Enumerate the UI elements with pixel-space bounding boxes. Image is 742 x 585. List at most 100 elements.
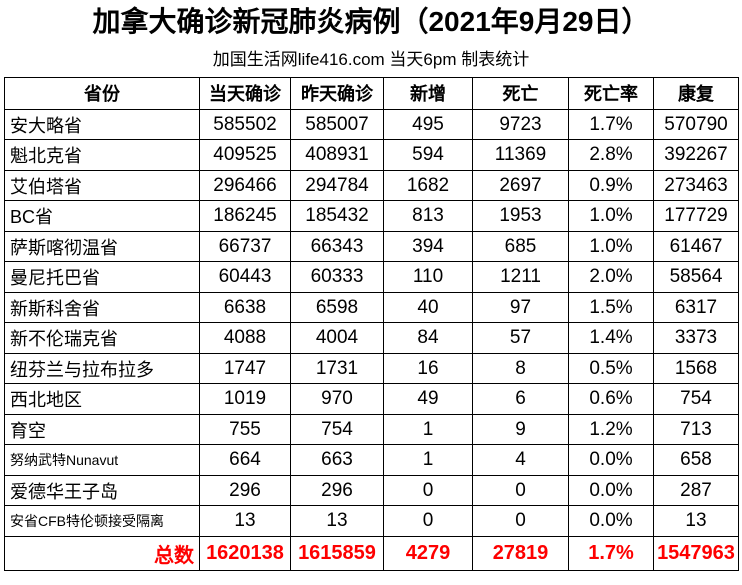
cell-new-cases: 1682 [383, 169, 473, 202]
cell-yesterday-confirmed: 585007 [290, 108, 384, 141]
col-header-deaths: 死亡 [472, 76, 569, 110]
table-row: 爱德华王子岛 296 296 0 0 0.0% 287 [4, 474, 739, 507]
col-header-recovered: 康复 [653, 76, 739, 110]
cell-recovered: 287 [653, 474, 739, 507]
table-row: 西北地区 1019 970 49 6 0.6% 754 [4, 383, 739, 415]
cell-deaths: 685 [472, 230, 569, 263]
cell-death-rate: 0.9% [568, 169, 654, 202]
cell-today-confirmed: 296 [199, 474, 291, 507]
cell-recovered: 273463 [653, 169, 739, 202]
cell-today-confirmed: 296466 [199, 169, 291, 202]
cell-death-rate: 1.0% [568, 230, 654, 263]
total-cell-deaths: 27819 [472, 535, 569, 571]
province-cell: 西北地区 [4, 383, 200, 415]
cell-new-cases: 813 [383, 200, 473, 232]
cell-yesterday-confirmed: 6598 [290, 291, 384, 324]
cell-new-cases: 84 [383, 322, 473, 354]
province-cell: 魁北克省 [4, 139, 200, 171]
province-cell: 艾伯塔省 [4, 169, 200, 202]
col-header-province: 省份 [4, 76, 200, 110]
cell-deaths: 9 [472, 413, 569, 446]
cell-death-rate: 1.7% [568, 108, 654, 141]
page-subtitle: 加国生活网life416.com 当天6pm 制表统计 [212, 49, 530, 69]
table-row: 曼尼托巴省 60443 60333 110 1211 2.0% 58564 [4, 261, 739, 293]
covid-stats-table: 省份 当天确诊 昨天确诊 新增 死亡 死亡率 康复 安大略省 585502 5850… [4, 76, 739, 571]
table-row: 安省CFB特伦顿接受隔离 13 13 0 0 0.0% 13 [4, 505, 739, 537]
total-cell-death-rate: 1.7% [568, 535, 654, 571]
total-row: 总数 1620138 1615859 4279 27819 1.7% 15479… [4, 535, 739, 571]
cell-death-rate: 0.5% [568, 352, 654, 385]
cell-recovered: 61467 [653, 230, 739, 263]
table-row: 育空 755 754 1 9 1.2% 713 [4, 413, 739, 446]
cell-new-cases: 495 [383, 108, 473, 141]
table-row: 努纳武特Nunavut 664 663 1 4 0.0% 658 [4, 444, 739, 476]
cell-death-rate: 0.0% [568, 474, 654, 507]
province-cell: 育空 [4, 413, 200, 446]
cell-death-rate: 1.2% [568, 413, 654, 446]
cell-today-confirmed: 664 [199, 444, 291, 476]
cell-recovered: 392267 [653, 139, 739, 171]
table-row: 艾伯塔省 296466 294784 1682 2697 0.9% 273463 [4, 169, 739, 202]
province-cell: 曼尼托巴省 [4, 261, 200, 293]
total-cell-yesterday-confirmed: 1615859 [290, 535, 384, 571]
table-row: 萨斯喀彻温省 66737 66343 394 685 1.0% 61467 [4, 230, 739, 263]
cell-deaths: 4 [472, 444, 569, 476]
cell-deaths: 97 [472, 291, 569, 324]
cell-recovered: 3373 [653, 322, 739, 354]
cell-new-cases: 1 [383, 444, 473, 476]
cell-recovered: 658 [653, 444, 739, 476]
cell-death-rate: 0.6% [568, 383, 654, 415]
table-row: 魁北克省 409525 408931 594 11369 2.8% 392267 [4, 139, 739, 171]
cell-new-cases: 0 [383, 474, 473, 507]
cell-yesterday-confirmed: 754 [290, 413, 384, 446]
cell-new-cases: 110 [383, 261, 473, 293]
cell-today-confirmed: 755 [199, 413, 291, 446]
province-cell: 爱德华王子岛 [4, 474, 200, 507]
cell-yesterday-confirmed: 13 [290, 505, 384, 537]
table-row: 纽芬兰与拉布拉多 1747 1731 16 8 0.5% 1568 [4, 352, 739, 385]
cell-death-rate: 1.4% [568, 322, 654, 354]
col-header-today-confirmed: 当天确诊 [199, 76, 291, 110]
table-body: 安大略省 585502 585007 495 9723 1.7% 570790 魁北克省 409… [4, 108, 739, 537]
cell-new-cases: 0 [383, 505, 473, 537]
cell-death-rate: 0.0% [568, 444, 654, 476]
cell-yesterday-confirmed: 60333 [290, 261, 384, 293]
province-cell: 萨斯喀彻温省 [4, 230, 200, 263]
cell-death-rate: 1.5% [568, 291, 654, 324]
cell-new-cases: 16 [383, 352, 473, 385]
province-cell: 新斯科舍省 [4, 291, 200, 324]
cell-death-rate: 2.0% [568, 261, 654, 293]
cell-deaths: 9723 [472, 108, 569, 141]
cell-deaths: 2697 [472, 169, 569, 202]
cell-today-confirmed: 4088 [199, 322, 291, 354]
province-cell: BC省 [4, 200, 200, 232]
cell-yesterday-confirmed: 294784 [290, 169, 384, 202]
cell-death-rate: 1.0% [568, 200, 654, 232]
cell-recovered: 6317 [653, 291, 739, 324]
cell-today-confirmed: 66737 [199, 230, 291, 263]
cell-deaths: 6 [472, 383, 569, 415]
table-row: BC省 186245 185432 813 1953 1.0% 177729 [4, 200, 739, 232]
col-header-death-rate: 死亡率 [568, 76, 654, 110]
cell-today-confirmed: 585502 [199, 108, 291, 141]
province-cell: 新不伦瑞克省 [4, 322, 200, 354]
cell-new-cases: 49 [383, 383, 473, 415]
province-cell: 努纳武特Nunavut [4, 444, 200, 476]
cell-yesterday-confirmed: 296 [290, 474, 384, 507]
col-header-yesterday-confirmed: 昨天确诊 [290, 76, 384, 110]
cell-recovered: 177729 [653, 200, 739, 232]
cell-today-confirmed: 6638 [199, 291, 291, 324]
cell-deaths: 0 [472, 505, 569, 537]
total-cell-today-confirmed: 1620138 [199, 535, 291, 571]
total-cell-new-cases: 4279 [383, 535, 473, 571]
cell-deaths: 1211 [472, 261, 569, 293]
cell-deaths: 57 [472, 322, 569, 354]
cell-death-rate: 0.0% [568, 505, 654, 537]
cell-today-confirmed: 409525 [199, 139, 291, 171]
cell-yesterday-confirmed: 4004 [290, 322, 384, 354]
cell-deaths: 0 [472, 474, 569, 507]
table-row: 新斯科舍省 6638 6598 40 97 1.5% 6317 [4, 291, 739, 324]
cell-yesterday-confirmed: 663 [290, 444, 384, 476]
cell-recovered: 13 [653, 505, 739, 537]
